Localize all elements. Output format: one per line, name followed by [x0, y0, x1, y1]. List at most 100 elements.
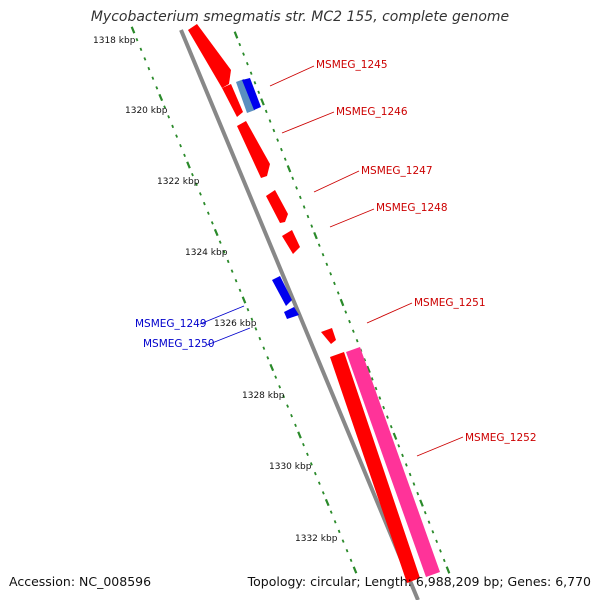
gene-label[interactable]: MSMEG_1246 [336, 106, 408, 118]
tick-mark [352, 566, 358, 574]
tick-mark [210, 221, 214, 225]
tick-mark [191, 172, 194, 177]
tick-mark [337, 529, 341, 534]
tick-mark [412, 482, 416, 486]
gene-arrow[interactable] [272, 276, 292, 306]
tick-mark [341, 539, 345, 543]
tick-mark [382, 405, 386, 410]
tick-mark [370, 377, 374, 381]
scale-label: 1328 kbp [242, 391, 285, 401]
tick-mark [374, 386, 378, 391]
gene-arrow[interactable] [222, 84, 243, 117]
tick-mark [198, 192, 202, 196]
tick-mark [416, 491, 420, 496]
tick-mark [250, 317, 254, 322]
tick-mark [427, 520, 431, 524]
gene-label[interactable]: MSMEG_1247 [361, 165, 433, 177]
genome-backbone [179, 29, 420, 600]
tick-mark [266, 356, 270, 360]
tick-mark [351, 329, 355, 333]
tick-mark [147, 66, 151, 71]
tick-mark [155, 86, 159, 90]
gene-arrow-highlight[interactable] [346, 347, 440, 577]
tick-mark [175, 134, 179, 138]
tick-mark [333, 520, 337, 524]
tick-mark [233, 31, 239, 39]
tick-mark [344, 310, 348, 314]
gene-arrow[interactable] [282, 230, 300, 254]
tick-mark [302, 442, 305, 447]
tick-mark [321, 252, 325, 257]
tick-mark [282, 394, 286, 399]
tick-mark [321, 491, 325, 495]
gene-arrow[interactable] [266, 190, 288, 223]
accession-text: Accession: NC_008596 [9, 574, 152, 589]
tick-mark [269, 363, 275, 372]
scale-label: 1322 kbp [157, 177, 200, 187]
tick-mark [158, 93, 164, 102]
tick-mark [143, 57, 147, 61]
tick-mark [135, 37, 139, 42]
scale-label: 1318 kbp [93, 36, 136, 46]
tick-mark [234, 278, 238, 283]
tick-mark [329, 272, 333, 276]
tick-mark [389, 424, 393, 429]
gene-arrow[interactable] [330, 352, 420, 583]
tick-mark [291, 176, 295, 181]
tick-mark [336, 291, 340, 295]
tick-mark [206, 211, 210, 215]
tick-mark [246, 307, 250, 312]
tick-mark [179, 143, 182, 148]
gene-arrow[interactable] [236, 79, 255, 113]
tick-mark [264, 109, 268, 114]
tick-mark [366, 365, 371, 374]
tick-mark [222, 250, 226, 254]
tick-mark [355, 338, 359, 343]
tick-mark [313, 231, 318, 240]
gene-arrow[interactable] [321, 328, 336, 344]
gene-arrow[interactable] [237, 121, 270, 178]
tick-mark [298, 195, 302, 200]
tick-mark [202, 201, 206, 206]
tick-mark [348, 319, 351, 324]
scale-label: 1330 kbp [269, 462, 312, 472]
tick-mark [280, 147, 283, 152]
tick-mark [408, 472, 412, 477]
tick-mark [218, 240, 222, 244]
tick-mark [130, 26, 136, 34]
gene-label[interactable]: MSMEG_1251 [414, 297, 486, 309]
gene-arrow[interactable] [188, 24, 231, 88]
tick-mark [274, 375, 278, 379]
gene-arrow[interactable] [284, 307, 299, 319]
tick-mark [238, 288, 242, 293]
tick-mark [283, 157, 287, 161]
tick-mark [276, 138, 280, 142]
tick-mark [253, 81, 257, 85]
tick-mark [139, 47, 143, 52]
tick-mark [294, 423, 297, 428]
tick-mark [404, 463, 408, 467]
tick-mark [317, 243, 321, 247]
forward-genes [188, 24, 420, 583]
gene-label[interactable]: MSMEG_1250 [143, 338, 215, 350]
tick-mark [295, 186, 298, 190]
tick-mark [245, 61, 249, 66]
scale-label: 1320 kbp [125, 106, 168, 116]
tick-mark [397, 444, 401, 448]
gene-label[interactable]: MSMEG_1249 [135, 318, 207, 330]
map-title: Mycobacterium smegmatis str. MC2 155, co… [90, 9, 510, 25]
tick-mark [286, 404, 290, 408]
tick-mark [333, 281, 336, 286]
gene-arrow[interactable] [242, 78, 261, 110]
gene-label[interactable]: MSMEG_1245 [316, 59, 388, 71]
tick-mark [268, 119, 272, 123]
tick-mark [325, 262, 329, 267]
gene-label[interactable]: MSMEG_1248 [376, 202, 448, 214]
gene-label[interactable]: MSMEG_1252 [465, 432, 537, 444]
scale-label: 1326 kbp [214, 319, 257, 329]
tick-mark [423, 510, 427, 515]
tick-mark [186, 161, 191, 169]
scale-label: 1324 kbp [185, 248, 228, 258]
tick-mark [230, 269, 234, 273]
